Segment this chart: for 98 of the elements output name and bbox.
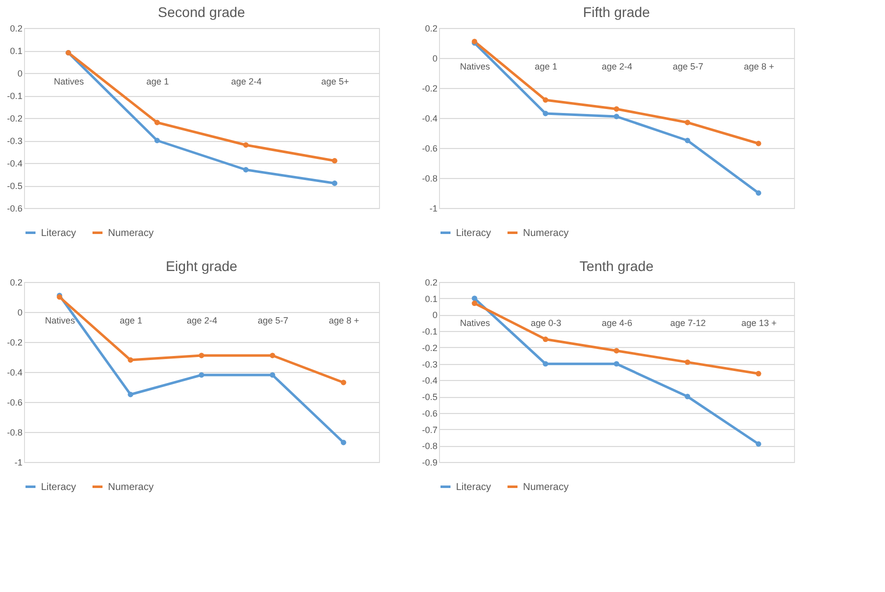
point: [154, 120, 160, 126]
x-tick-label: Natives: [460, 318, 490, 328]
legend-label: Literacy: [41, 228, 76, 239]
legend-label: Numeracy: [523, 482, 569, 493]
point: [198, 352, 204, 358]
legend-label: Numeracy: [523, 228, 569, 239]
chart-title: Eight grade: [166, 258, 238, 274]
point: [472, 300, 478, 306]
point: [684, 359, 690, 365]
x-tick-label: age 2-4: [602, 62, 632, 72]
x-tick-label: age 4-6: [602, 318, 632, 328]
point: [542, 361, 548, 367]
point: [542, 110, 548, 116]
point: [472, 296, 478, 302]
point: [542, 336, 548, 342]
x-tick-label: age 13 +: [741, 318, 777, 328]
x-tick-label: age 5-7: [672, 62, 704, 72]
point: [340, 380, 346, 386]
y-tick-label: -0.4: [422, 114, 438, 124]
y-tick-label: -0.4: [422, 376, 438, 386]
y-tick-label: 0.2: [10, 278, 22, 288]
y-tick-label: 0: [432, 54, 438, 64]
x-tick-label: Natives: [460, 62, 490, 72]
point: [614, 106, 620, 112]
y-tick-label: -0.6: [6, 398, 22, 408]
y-tick-label: 0.1: [424, 294, 438, 304]
legend-label: Numeracy: [108, 482, 154, 493]
chart-title: Second grade: [158, 4, 246, 20]
point: [154, 138, 160, 144]
y-tick-label: -0.3: [6, 136, 22, 146]
y-tick-label: -0.4: [6, 158, 22, 168]
x-tick-label: Natives: [54, 76, 84, 86]
y-tick-label: -0.8: [6, 428, 22, 438]
y-tick-label: -0.2: [422, 84, 438, 94]
point: [756, 140, 762, 146]
legend-label: Literacy: [456, 228, 492, 239]
y-tick-label: 0.2: [10, 24, 22, 34]
x-tick-label: age 1: [146, 76, 169, 86]
point: [128, 392, 134, 398]
y-tick-label: -0.3: [422, 359, 438, 370]
x-tick-label: age 2-4: [186, 316, 218, 326]
point: [243, 167, 249, 172]
point: [198, 372, 204, 378]
y-tick-label: 0: [432, 310, 438, 320]
x-tick-label: age 5-7: [258, 316, 288, 326]
y-tick-label: 0.2: [424, 24, 438, 34]
point: [614, 348, 620, 354]
y-tick-label: -1: [14, 458, 22, 468]
x-tick-label: age 5+: [321, 76, 350, 86]
y-tick-label: 0.1: [10, 46, 22, 56]
point: [684, 394, 690, 400]
legend-label: Literacy: [456, 482, 492, 493]
point: [614, 114, 620, 120]
legend-label: Numeracy: [108, 228, 154, 239]
point: [128, 357, 134, 363]
legend-label: Literacy: [41, 482, 76, 493]
y-tick-label: -0.2: [422, 342, 438, 353]
y-tick-label: -0.5: [422, 392, 438, 402]
y-tick-label: -0.2: [6, 114, 22, 124]
y-tick-label: 0: [17, 68, 22, 78]
chart-title: Fifth grade: [583, 4, 650, 20]
x-tick-label: age 2-4: [231, 76, 262, 86]
x-tick-label: age 1: [120, 316, 142, 326]
y-tick-label: -0.2: [6, 338, 22, 348]
point: [332, 158, 338, 164]
y-tick-label: -0.7: [422, 424, 438, 435]
x-tick-label: age 0-3: [530, 318, 562, 328]
point: [614, 361, 620, 367]
point: [756, 441, 762, 447]
point: [542, 97, 548, 103]
x-tick-label: age 7-12: [670, 318, 706, 328]
point: [756, 190, 762, 196]
chart-title: Tenth grade: [580, 258, 654, 274]
y-tick-label: -0.1: [422, 326, 438, 337]
y-tick-label: -0.6: [6, 204, 22, 214]
y-tick-label: -0.8: [422, 174, 438, 184]
y-tick-label: -0.6: [422, 408, 438, 418]
point: [332, 180, 338, 186]
y-tick-label: -0.6: [422, 144, 438, 154]
point: [756, 370, 762, 376]
x-tick-label: age 8 +: [744, 62, 774, 72]
point: [243, 142, 249, 148]
y-tick-label: -0.4: [6, 368, 22, 378]
point: [270, 372, 276, 378]
y-tick-label: 0.2: [424, 278, 438, 288]
y-tick-label: -0.5: [6, 181, 22, 191]
point: [340, 440, 346, 446]
x-tick-label: age 8 +: [328, 316, 360, 326]
y-tick-label: -0.9: [422, 458, 438, 468]
x-tick-label: Natives: [44, 316, 76, 326]
y-tick-label: 0: [17, 308, 22, 318]
y-tick-label: -1: [429, 204, 438, 214]
y-tick-label: -0.1: [6, 91, 22, 101]
point: [270, 352, 276, 358]
x-tick-label: age 1: [534, 62, 558, 72]
point: [684, 120, 690, 126]
point: [684, 138, 690, 144]
y-tick-label: -0.8: [422, 441, 438, 452]
